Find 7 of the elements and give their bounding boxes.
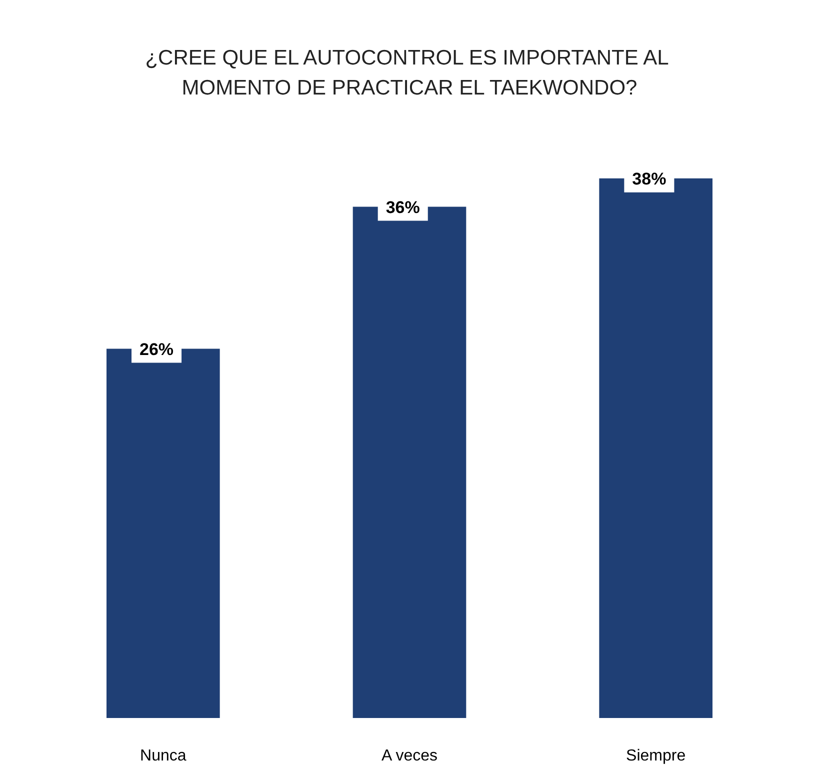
data-label: 26%: [140, 340, 174, 359]
x-tick-label: A veces: [381, 748, 438, 764]
data-label: 36%: [386, 198, 420, 217]
x-tick-label: Siempre: [626, 748, 686, 764]
data-label: 38%: [632, 169, 666, 188]
x-tick-label: Nunca: [140, 748, 186, 764]
chart-title: ¿CREE QUE EL AUTOCONTROL ES IMPORTANTE AL MOMENTO DE PRACTICAR EL TAEKWONDO?: [145, 46, 674, 100]
